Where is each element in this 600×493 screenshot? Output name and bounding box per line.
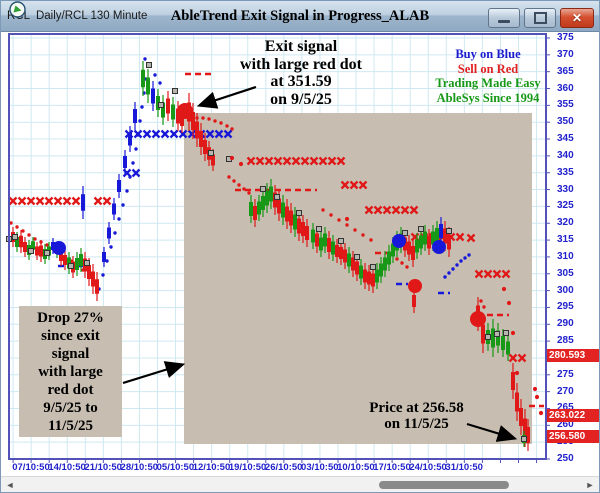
y-axis-label: 295 [557, 301, 574, 313]
exit-signal-annotation: Exit signal with large red dot at 351.59… [206, 38, 396, 108]
highlight-region [184, 113, 532, 444]
maximize-button[interactable] [524, 8, 556, 28]
ablesys-logo-icon[interactable] [9, 1, 26, 18]
y-axis-label: 285 [557, 335, 574, 347]
drop-annotation-line: with large [38, 364, 103, 380]
plot-border [8, 33, 547, 460]
drop-annotation-line: Drop 27% [37, 310, 104, 326]
legend-sell-on-red: Sell on Red [457, 61, 519, 76]
price-tag: 263.022 [547, 408, 599, 422]
y-axis-label: 320 [557, 217, 574, 229]
y-axis-label: 325 [557, 200, 574, 212]
y-axis-label: 315 [557, 234, 574, 246]
y-axis-label: 350 [557, 116, 574, 128]
scroll-right-arrow[interactable]: ► [585, 480, 595, 490]
y-axis-label: 345 [557, 133, 574, 145]
price-annotation: Price at 256.58 on 11/5/25 [349, 400, 484, 432]
price-tag: 280.593 [547, 349, 599, 363]
annotation-arrows [122, 85, 518, 442]
legend-trading-made-easy: Trading Made Easy [435, 76, 541, 90]
y-axis-label: 275 [557, 368, 574, 380]
y-axis-label: 270 [557, 385, 574, 397]
scroll-left-arrow[interactable]: ◄ [5, 480, 15, 490]
x-axis-label: 05/10:50 [156, 462, 195, 473]
drop-annotation-line: 11/5/25 [47, 418, 93, 434]
x-axis-label: 26/10:50 [264, 462, 303, 473]
y-axis-label: 365 [557, 65, 574, 77]
drop-annotation-line: 9/5/25 to [43, 400, 98, 416]
y-axis-label: 290 [557, 318, 574, 330]
close-icon: ✕ [571, 11, 583, 25]
exit-annotation-line: on 9/5/25 [270, 90, 332, 108]
x-axis-label: 24/10:50 [409, 462, 447, 473]
y-axis-label: 260 [557, 419, 574, 431]
drop-annotation-line: since exit [41, 328, 100, 344]
y-axis-label: 375 [557, 32, 574, 43]
exit-annotation-line: with large red dot [240, 55, 362, 73]
y-axis-label: 300 [557, 284, 574, 296]
price-annotation-line: on 11/5/25 [384, 416, 449, 432]
x-axis-label: 12/10:50 [192, 462, 231, 473]
scrollbar-thumb[interactable] [379, 481, 509, 489]
legend-ablesys-since: AbleSys Since 1994 [436, 90, 540, 105]
x-axis-label: 19/10:50 [228, 462, 267, 473]
minimize-icon [498, 19, 510, 23]
x-axis-label: 10/10:50 [337, 462, 375, 473]
drop-annotation-line: red dot [47, 382, 94, 398]
window-title-main: AbleTrend Exit Signal in Progress_ALAB [170, 7, 430, 24]
price-annotation-line: Price at 256.58 [369, 400, 464, 416]
y-axis-label: 370 [557, 48, 574, 60]
chart-elements [6, 57, 544, 451]
y-axis-label: 330 [557, 183, 574, 195]
maximize-icon [533, 12, 547, 24]
close-button[interactable]: ✕ [560, 8, 594, 28]
drop-annotation-line: signal [51, 346, 90, 362]
minimize-button[interactable] [488, 8, 520, 28]
x-axis-label: 28/10:50 [120, 462, 159, 473]
x-axis-label: 03/10:50 [301, 462, 339, 473]
y-axis-label: 360 [557, 82, 574, 94]
x-axis-label: 17/10:50 [373, 462, 411, 473]
y-axis-label: 305 [557, 267, 574, 279]
y-axis-label: 335 [557, 166, 574, 178]
y-axis-label: 340 [557, 149, 574, 161]
x-axis-label: 21/10:50 [84, 462, 122, 473]
x-axis-label: 14/10:50 [48, 462, 86, 473]
drop-annotation-box: Drop 27% since exit signal with large re… [19, 306, 122, 437]
y-axis-label: 355 [557, 99, 574, 111]
horizontal-scrollbar[interactable]: ◄ ► [1, 476, 599, 492]
window-titlebar[interactable]: RCL Daily/RCL 130 Minute AbleTrend Exit … [1, 1, 599, 32]
x-axis-label: 07/10:50 [12, 462, 50, 473]
y-axis-label: 310 [557, 250, 574, 262]
x-axis-label: 31/10:50 [445, 462, 483, 473]
legend-slogans: Buy on Blue Sell on Red Trading Made Eas… [429, 47, 547, 105]
exit-annotation-line: Exit signal [264, 38, 338, 55]
price-tag: 256.580 [547, 430, 599, 444]
y-axis-label: 265 [557, 402, 599, 413]
legend-buy-on-blue: Buy on Blue [455, 47, 521, 61]
y-axis-label: 250 [557, 453, 574, 464]
exit-annotation-line: at 351.59 [270, 73, 332, 90]
